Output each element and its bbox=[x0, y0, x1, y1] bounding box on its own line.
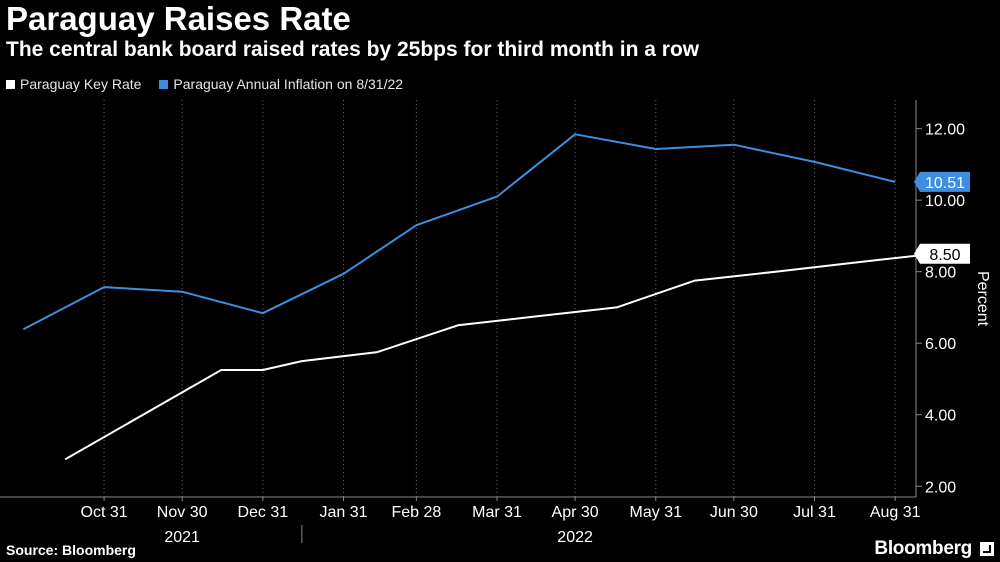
x-tick-label: Oct 31 bbox=[81, 504, 128, 521]
last-value-label-inflation: 10.51 bbox=[925, 175, 965, 192]
y-tick-label: 8.00 bbox=[925, 265, 956, 282]
brand-logo-text: Bloomberg bbox=[874, 538, 972, 559]
chart-subtitle: The central bank board raised rates by 2… bbox=[6, 38, 700, 61]
last-value-badge-key-rate bbox=[914, 243, 970, 264]
y-tick-label: 2.00 bbox=[925, 479, 956, 496]
legend: Paraguay Key Rate Paraguay Annual Inflat… bbox=[6, 76, 403, 92]
legend-swatch-key-rate bbox=[6, 79, 15, 89]
source-note: Source: Bloomberg bbox=[6, 542, 136, 558]
y-axis-title: Percent bbox=[974, 271, 991, 327]
legend-swatch-inflation bbox=[159, 79, 169, 89]
x-tick-label: Jul 31 bbox=[793, 504, 836, 521]
x-tick-label: Jun 30 bbox=[710, 504, 758, 521]
x-tick-label: Mar 31 bbox=[472, 504, 522, 521]
x-tick-label: May 31 bbox=[630, 504, 683, 521]
x-tick-label: Apr 30 bbox=[552, 504, 599, 521]
last-value-badge-inflation bbox=[914, 171, 970, 192]
legend-item-key-rate: Paraguay Key Rate bbox=[6, 76, 141, 92]
series-line-inflation bbox=[22, 133, 896, 331]
y-tick-label: 12.00 bbox=[925, 122, 965, 139]
x-tick-label: Nov 30 bbox=[157, 504, 208, 521]
chart-title: Paraguay Raises Rate bbox=[6, 0, 351, 37]
series-line-key-rate bbox=[64, 252, 935, 461]
x-year-label: 2022 bbox=[557, 529, 593, 546]
y-tick-label: 6.00 bbox=[925, 336, 956, 353]
x-tick-label: Aug 31 bbox=[870, 504, 921, 521]
y-tick-label: 4.00 bbox=[925, 408, 956, 425]
legend-label-key-rate: Paraguay Key Rate bbox=[20, 76, 142, 92]
legend-label-inflation: Paraguay Annual Inflation on 8/31/22 bbox=[173, 76, 404, 92]
y-tick-label: 10.00 bbox=[925, 193, 965, 210]
last-value-label-key-rate: 8.50 bbox=[929, 247, 960, 264]
legend-item-inflation: Paraguay Annual Inflation on 8/31/22 bbox=[159, 76, 403, 92]
x-year-label: 2021 bbox=[164, 529, 200, 546]
x-tick-label: Feb 28 bbox=[391, 504, 441, 521]
x-tick-label: Jan 31 bbox=[319, 504, 367, 521]
x-tick-label: Dec 31 bbox=[237, 504, 288, 521]
brand-arrow-icon bbox=[980, 542, 994, 556]
